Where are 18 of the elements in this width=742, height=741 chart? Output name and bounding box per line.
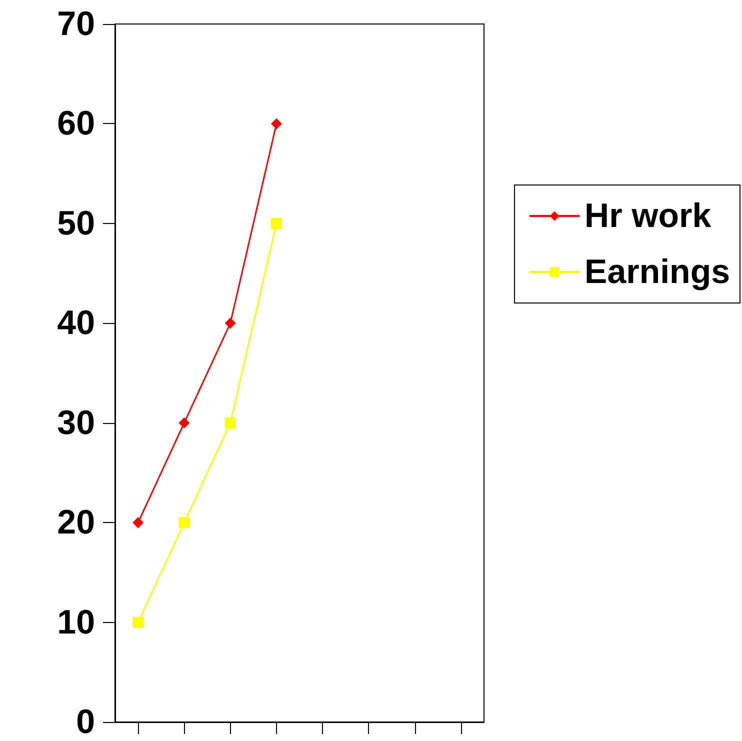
point [270,218,282,229]
legend-label: Hr work [584,197,712,235]
point [178,417,190,428]
y-tick-label: 50 [57,204,95,242]
point [224,417,236,428]
y-tick-label: 60 [57,104,95,143]
legend-label: Earnings [584,253,730,291]
y-tick-label: 70 [57,5,95,43]
y-tick-label: 30 [57,404,95,442]
point [178,517,190,528]
point [270,118,282,130]
y-tick-label: 40 [57,304,95,342]
point [224,318,236,329]
y-tick-label: 10 [57,603,95,642]
point [132,517,144,528]
y-tick-label: 20 [57,504,95,542]
point [132,616,144,628]
y-tick-label: 0 [76,703,95,741]
